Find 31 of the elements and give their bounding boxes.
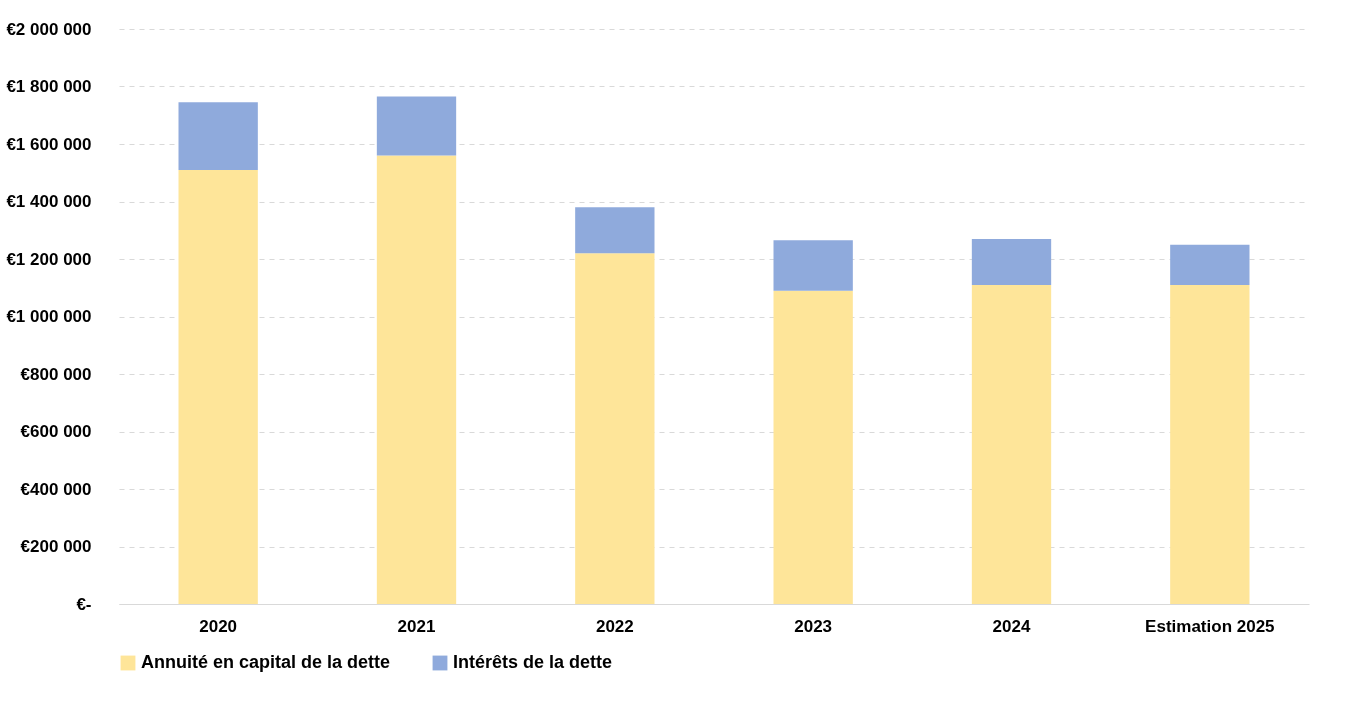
bar [773, 240, 853, 291]
bar [178, 169, 258, 604]
y-tick-label: €2 000 000 [6, 19, 92, 39]
legend-label: Annuité en capital de la dette [141, 652, 391, 672]
y-tick-label: €1 000 000 [6, 307, 92, 326]
x-tick-label: 2023 [794, 616, 833, 636]
bar [575, 207, 655, 254]
bar [773, 290, 853, 604]
bar [376, 96, 457, 156]
x-tick-label: 2020 [199, 616, 238, 636]
x-tick-label: Estimation 2025 [1145, 616, 1275, 636]
bar [575, 253, 655, 604]
bar [1170, 284, 1250, 604]
bar [971, 284, 1052, 604]
x-tick-label: 2024 [992, 616, 1031, 636]
x-tick-label: 2022 [595, 616, 634, 636]
bar [1170, 244, 1250, 285]
y-tick-label: €800 000 [20, 364, 92, 384]
y-tick-label: €600 000 [20, 422, 92, 441]
y-tick-label: €400 000 [20, 479, 92, 499]
y-tick-label: €1 200 000 [6, 249, 92, 269]
y-tick-label: €200 000 [20, 537, 92, 556]
bar [376, 155, 457, 604]
y-tick-label: €- [76, 594, 92, 614]
bar [178, 102, 258, 170]
x-tick-label: 2021 [397, 616, 436, 636]
y-tick-label: €1 400 000 [6, 192, 92, 211]
y-tick-label: €1 800 000 [6, 77, 92, 96]
y-tick-label: €1 600 000 [6, 134, 92, 154]
legend-label: Intérêts de la dette [453, 652, 613, 672]
bar [971, 238, 1052, 285]
